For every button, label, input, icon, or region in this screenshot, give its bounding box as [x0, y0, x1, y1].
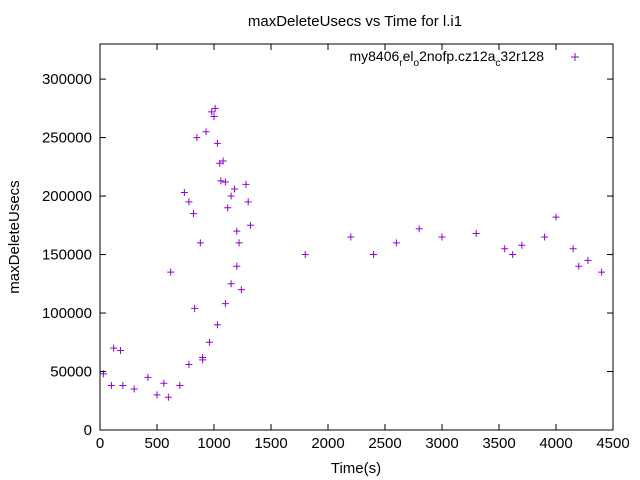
x-axis: 0 500 1000 1500 2000 2500 3000 3500 4000 4500	[96, 44, 630, 452]
data-point	[584, 256, 592, 264]
legend-label-part-2: r	[399, 58, 403, 69]
x-tick-label: 1000	[197, 435, 230, 452]
y-tick-label: 300000	[42, 71, 92, 88]
data-point	[347, 233, 355, 241]
y-tick-label: 150000	[42, 247, 92, 264]
plot-frame	[99, 43, 614, 431]
data-point	[221, 300, 229, 308]
data-point	[130, 385, 138, 393]
data-point	[569, 245, 577, 253]
data-point	[107, 382, 115, 390]
x-tick-label: 500	[144, 435, 169, 452]
data-point	[235, 239, 243, 247]
x-tick-label: 3000	[425, 435, 458, 452]
data-point	[211, 104, 219, 112]
data-point	[110, 344, 118, 352]
data-point	[244, 198, 252, 206]
data-point	[213, 139, 221, 147]
x-tick-label: 4000	[539, 435, 572, 452]
x-tick-label: 2000	[311, 435, 344, 452]
legend-label-part-5: 2nofp.cz12a	[419, 48, 495, 64]
legend-label: my8406relo2nofp.cz12ac32r128	[349, 48, 544, 69]
data-point	[199, 353, 207, 361]
data-point	[231, 185, 239, 193]
legend: my8406relo2nofp.cz12ac32r128	[349, 48, 579, 69]
data-point	[227, 280, 235, 288]
x-tick-label: 2500	[368, 435, 401, 452]
data-point	[193, 134, 201, 142]
data-point	[438, 233, 446, 241]
data-point	[224, 204, 232, 212]
data-point	[237, 286, 245, 294]
y-tick-label: 100000	[42, 305, 92, 322]
data-point	[208, 108, 216, 116]
legend-label-part-7: 32r128	[500, 48, 544, 64]
data-point	[501, 245, 509, 253]
data-point	[160, 379, 168, 387]
data-point	[185, 198, 193, 206]
legend-label-part-1: my8406	[349, 48, 399, 64]
y-tick-label: 200000	[42, 188, 92, 205]
data-point	[219, 157, 227, 165]
data-point	[392, 239, 400, 247]
x-tick-label: 4500	[596, 435, 629, 452]
data-point	[541, 233, 549, 241]
legend-label-part-4: o	[414, 58, 420, 69]
data-point	[415, 225, 423, 233]
data-point	[185, 360, 193, 368]
data-point	[117, 346, 125, 354]
data-point	[518, 241, 526, 249]
data-point	[370, 251, 378, 259]
data-point	[210, 113, 218, 121]
data-point	[233, 227, 241, 235]
y-tick-label: 0	[84, 422, 92, 439]
data-point	[176, 382, 184, 390]
data-point	[167, 268, 175, 276]
data-point	[575, 262, 583, 270]
data-point	[472, 229, 480, 237]
data-point	[153, 391, 161, 399]
data-point	[246, 221, 254, 229]
data-point	[164, 393, 172, 401]
data-point	[242, 180, 250, 188]
data-point	[205, 338, 213, 346]
data-point	[191, 304, 199, 312]
x-tick-label: 0	[96, 435, 104, 452]
x-tick-label: 1500	[254, 435, 287, 452]
y-axis-title: maxDeleteUsecs	[6, 180, 23, 293]
plot-area	[99, 104, 606, 401]
data-point	[598, 268, 606, 276]
data-point	[213, 321, 221, 329]
data-point	[221, 178, 229, 186]
x-axis-title: Time(s)	[331, 460, 381, 477]
legend-label-part-6: c	[495, 58, 500, 69]
legend-marker	[571, 53, 579, 61]
data-point	[119, 382, 127, 390]
data-point	[301, 251, 309, 259]
chart-title: maxDeleteUsecs vs Time for l.i1	[248, 13, 462, 30]
data-point	[552, 213, 560, 221]
data-point	[196, 239, 204, 247]
data-point	[233, 262, 241, 270]
y-tick-label: 250000	[42, 130, 92, 147]
data-point	[180, 189, 188, 197]
y-tick-label: 50000	[50, 364, 92, 381]
data-point	[227, 192, 235, 200]
y-axis: 0 50000 100000 150000 200000 250000 300000	[42, 71, 613, 439]
data-point	[144, 373, 152, 381]
x-tick-label: 3500	[482, 435, 515, 452]
data-point	[202, 128, 210, 136]
data-point	[189, 210, 197, 218]
data-point	[509, 251, 517, 259]
legend-label-part-3: el	[403, 48, 414, 64]
data-point	[217, 177, 225, 185]
